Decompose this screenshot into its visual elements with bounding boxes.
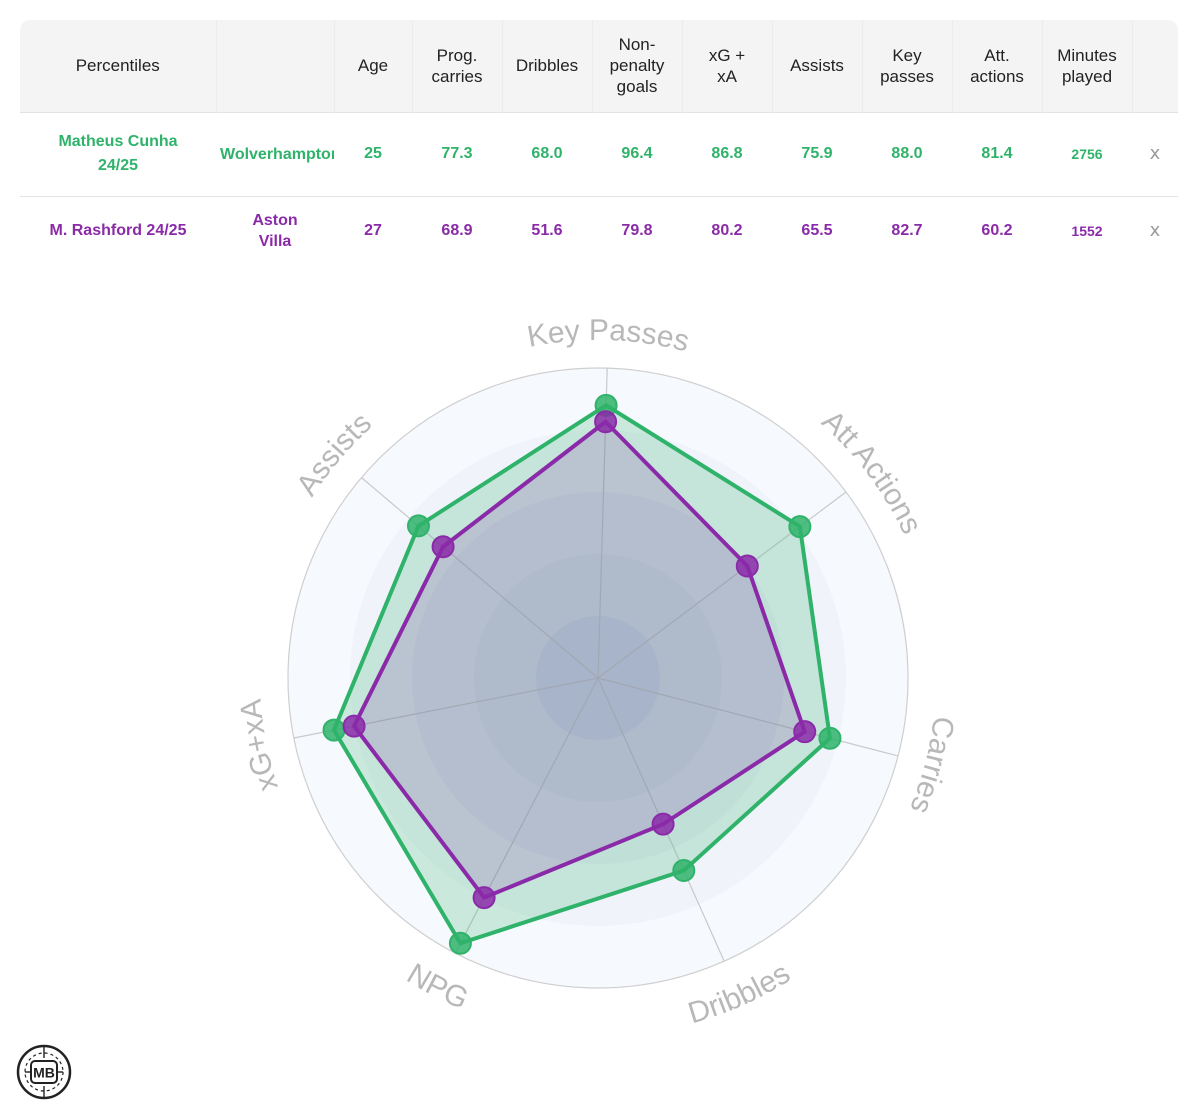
header-assists[interactable]: Assists [772,20,863,112]
radar-data-point [406,514,430,538]
dribbles-cell: 68.0 [531,145,563,162]
player-name-cell: M. Rashford 24/25 [49,222,187,240]
radar-axis-label: Carries [903,714,960,818]
radar-data-point [818,726,842,750]
header-dribbles[interactable]: Dribbles [502,20,593,112]
remove-row-button[interactable]: x [1149,143,1161,164]
table-header-row: Percentiles Age Prog. carries Dribbles No… [20,20,1178,112]
radar-axis-label: NPG [401,957,473,1016]
radar-data-point [342,714,366,738]
npg-cell: 79.8 [621,222,653,240]
minutes-cell: 1552 [1071,223,1103,240]
header-prog-carries[interactable]: Prog. carries [412,20,503,112]
radar-axis-label: xG+xA [235,698,285,795]
header-xg-xa[interactable]: xG + xA [682,20,773,112]
prog-carries-cell: 68.9 [441,222,473,240]
radar-data-point [672,859,696,883]
mb-logo-icon: MB [16,1044,72,1100]
percentile-table-container: Percentiles Age Prog. carries Dribbles No… [20,20,1178,266]
xg-xa-cell: 80.2 [711,222,743,240]
radar-data-point [793,720,817,744]
radar-spoke [597,677,899,757]
radar-data-point [472,886,496,910]
xg-xa-cell: 86.8 [711,145,743,162]
header-age[interactable]: Age [334,20,413,112]
team-name: Aston Villa [252,212,298,251]
radar-data-point [448,931,472,955]
header-key-passes[interactable]: Key passes [862,20,953,112]
radar-axis-label-text: Carries [903,714,960,818]
assists-cell: 75.9 [801,145,833,162]
radar-series-area [352,419,807,900]
team-cell: Aston Villa [216,196,334,266]
player-name: Matheus Cunha 24/25 [58,133,178,174]
remove-row-button[interactable]: x [1149,220,1161,242]
radar-axis-label-text: Key Passes [525,314,693,358]
dribbles-cell: 51.6 [531,222,563,240]
radar-spoke [361,477,599,679]
header-minutes[interactable]: Minutes played [1042,20,1133,112]
radar-axis-label-text: xG+xA [235,698,285,795]
table-row: Matheus Cunha 24/25 Wolverhampton 25 77.… [20,112,1178,196]
radar-data-point [322,718,346,742]
att-actions-cell: 81.4 [981,145,1013,162]
player-name-cell: Matheus Cunha 24/25 [20,112,216,196]
table-row: M. Rashford 24/25 Aston Villa 27 68.9 51… [20,196,1178,266]
age-cell: 27 [364,222,382,240]
radar-data-point [431,535,455,559]
team-cell: Wolverhampton [220,145,334,163]
percentile-table: Percentiles Age Prog. carries Dribbles No… [20,20,1178,266]
radar-series-area [332,403,832,946]
header-att-actions[interactable]: Att. actions [952,20,1043,112]
prog-carries-cell: 77.3 [441,145,473,162]
age-cell: 25 [364,145,382,162]
header-team[interactable] [216,20,335,112]
radar-data-point [594,410,618,434]
radar-data-point [651,812,675,836]
npg-cell: 96.4 [621,145,653,162]
radar-data-point [788,515,812,539]
radar-axis-label: Key Passes [525,314,693,358]
logo-text: MB [33,1065,55,1081]
att-actions-cell: 60.2 [981,222,1013,240]
key-passes-cell: 88.0 [891,145,923,162]
radar-data-point [735,554,759,578]
key-passes-cell: 82.7 [891,222,923,240]
header-percentiles[interactable]: Percentiles [20,20,217,112]
radar-axis-label-text: NPG [401,957,473,1016]
minutes-cell: 2756 [1071,146,1103,162]
header-npg[interactable]: Non-penalty goals [592,20,683,112]
assists-cell: 65.5 [801,222,833,240]
